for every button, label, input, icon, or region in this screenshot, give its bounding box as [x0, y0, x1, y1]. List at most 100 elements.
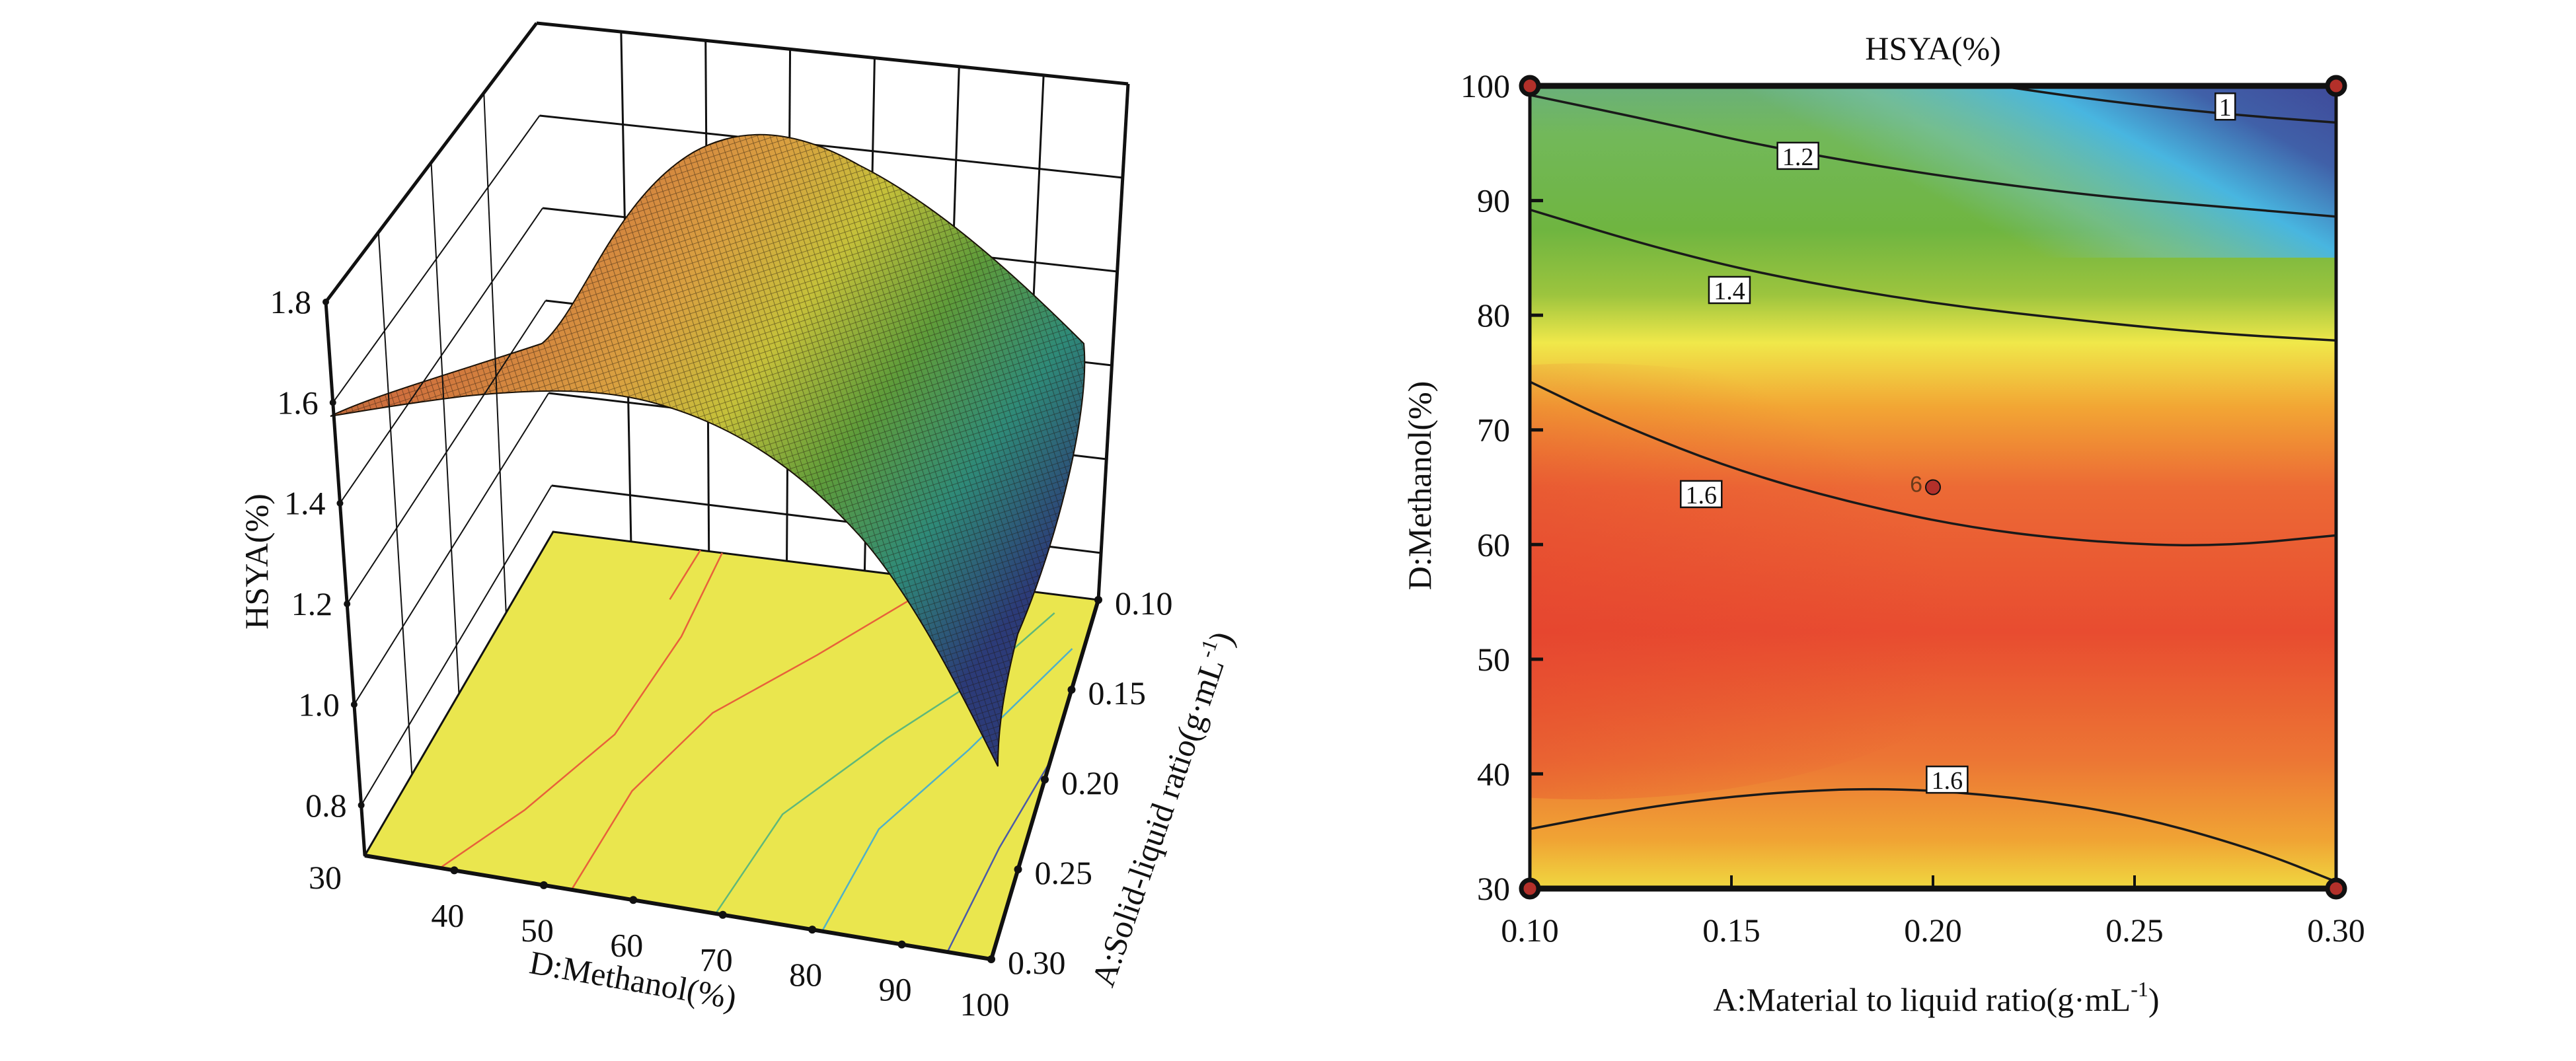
z-tick-label: 0.8: [305, 787, 347, 824]
x-tick-label: 0.25: [2105, 912, 2164, 949]
contour-label: 1.4: [1708, 275, 1751, 305]
contour-label-box: [1680, 480, 1723, 509]
z-tick-label: 1.8: [270, 283, 312, 320]
contour-x-title-sup: -1: [2131, 977, 2148, 1001]
d-tick-mark: [450, 866, 459, 875]
contour-plot: HSYA(%) 11.21.41.61.6 0.10 0.15 0.20 0.25 0.…: [1401, 30, 2365, 1018]
a-tick-mark: [1014, 865, 1022, 873]
contour-label: 1.2: [1776, 141, 1819, 171]
x-tick-label: 0.20: [1904, 912, 1962, 949]
contour-x-title: A:Material to liquid ratio(g·mL-1): [1713, 977, 2159, 1018]
floor-contour-line: [570, 595, 918, 891]
contour-title: HSYA(%): [1865, 30, 2001, 67]
a-tick-mark: [1067, 686, 1076, 694]
y-tick-label: 90: [1477, 182, 1510, 219]
floor-contour-line: [946, 761, 1051, 953]
d-tick-label: 70: [700, 941, 733, 978]
contour-label-text: 1.6: [1932, 767, 1963, 795]
z-tick-label: 1.4: [284, 485, 326, 522]
a-tick-label: 0.20: [1061, 764, 1119, 801]
d-tick-mark: [629, 896, 638, 904]
z-tick-label: 1.2: [291, 585, 333, 622]
a-tick-label: 0.10: [1115, 585, 1173, 622]
d-tick-label: 80: [789, 956, 822, 993]
design-point: [2325, 877, 2347, 900]
contour-label: 1.6: [1680, 480, 1723, 509]
design-point: [1519, 75, 1541, 97]
contour-x-title-main: A:Material to liquid ratio(g·mL: [1713, 981, 2131, 1018]
y-tick-label: 30: [1477, 870, 1510, 907]
contour-x-title-close: ): [2148, 981, 2160, 1018]
d-tick-mark: [539, 881, 548, 889]
contour-label-text: 1: [2219, 94, 2232, 122]
y-tick-label: 50: [1477, 641, 1510, 678]
y-tick-label: 100: [1460, 67, 1510, 104]
y-tick-label: 60: [1477, 526, 1510, 563]
d-tick-label: 40: [431, 896, 464, 933]
floor-contours: [439, 550, 1073, 953]
design-point: [2325, 75, 2347, 97]
z-tick-mark: [358, 801, 365, 809]
y-tick-label: 40: [1477, 755, 1510, 792]
floor-contour-line: [669, 550, 701, 601]
d-tick-label: 30: [309, 859, 342, 896]
d-tick-label: 100: [960, 986, 1010, 1023]
d-tick-label: 90: [879, 971, 912, 1008]
z-axis-title: HSYA(%): [238, 494, 275, 630]
a-tick-mark: [1094, 596, 1102, 604]
contour-label-text: 1.2: [1782, 143, 1814, 171]
design-points: 6: [1519, 75, 2347, 900]
d-tick-label: 60: [610, 926, 643, 963]
contour-label-text: 1.4: [1714, 277, 1745, 305]
surface-plot-3d: 0.8 1.0 1.2 1.4 1.6 1.8 30 40 50 60 70 80 90 100 0.1…: [238, 21, 1240, 1023]
y-tick-label: 80: [1477, 297, 1510, 334]
design-point: [1925, 479, 1941, 495]
a-tick-mark: [987, 955, 995, 963]
design-point: [1519, 877, 1541, 900]
z-tick-label: 1.0: [298, 686, 340, 723]
x-axis-ticks: 0.10 0.15 0.20 0.25 0.30: [1501, 875, 2365, 949]
d-tick-mark: [718, 910, 727, 919]
a-axis-ticks: 0.10 0.15 0.20 0.25 0.30: [987, 585, 1173, 981]
d-axis-ticks: 30 40 50 60 70 80 90 100: [309, 859, 1010, 1023]
design-point-label: 6: [1910, 472, 1922, 497]
contour-labels: 1 1.2 1.4 1.6 1.6: [1680, 92, 2236, 795]
z-tick-mark: [336, 499, 344, 507]
z-axis-ticks: 0.8 1.0 1.2 1.4 1.6 1.8: [270, 283, 365, 824]
x-tick-label: 0.10: [1501, 912, 1559, 949]
left-wall-gridline: [483, 92, 507, 613]
x-tick-label: 0.15: [1702, 912, 1761, 949]
contour-line: [1530, 787, 2336, 883]
z-tick-mark: [322, 299, 329, 305]
contour-label-box: [1926, 765, 1969, 794]
left-wall-grid: [325, 22, 552, 806]
response-surface: [330, 133, 1086, 767]
x-tick-label: 0.30: [2307, 912, 2365, 949]
back-wall-gridline: [539, 114, 1123, 179]
contour-label-text: 1.6: [1686, 482, 1718, 509]
contour-label-box: [1776, 141, 1819, 170]
left-wall-gridline: [377, 232, 413, 775]
left-wall-gridline: [430, 162, 460, 694]
floor-contour-line: [439, 552, 723, 869]
contour-line: [1530, 94, 2336, 218]
floor-contour-line: [821, 648, 1073, 932]
contour-line: [1530, 381, 2336, 547]
d-tick-mark: [897, 940, 906, 949]
z-tick-label: 1.6: [277, 384, 319, 421]
y-tick-label: 70: [1477, 412, 1510, 449]
z-tick-mark: [350, 701, 358, 708]
d-tick-mark: [808, 926, 817, 934]
contour-label: 1.6: [1926, 765, 1969, 795]
contour-label: 1: [2215, 92, 2236, 122]
a-tick-label: 0.15: [1088, 675, 1147, 712]
y-axis-ticks: 30 40 50 60 70 80 90 100: [1460, 67, 1543, 907]
z-tick-mark: [329, 399, 336, 406]
contour-y-title: D:Methanol(%): [1401, 381, 1438, 591]
d-tick-label: 50: [521, 912, 554, 949]
a-tick-label: 0.30: [1008, 944, 1066, 981]
contour-label-box: [2215, 92, 2236, 121]
contour-line: [1530, 208, 2336, 342]
contour-label-box: [1708, 275, 1751, 305]
